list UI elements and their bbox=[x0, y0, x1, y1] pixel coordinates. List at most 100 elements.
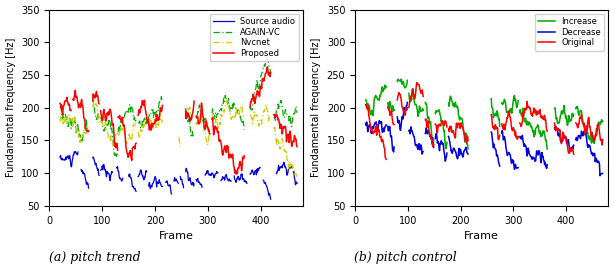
Original bbox=[370, 130, 378, 133]
AGAIN-VC bbox=[83, 117, 90, 120]
Increase bbox=[372, 94, 379, 97]
Y-axis label: Fundamental frequency [Hz]: Fundamental frequency [Hz] bbox=[6, 38, 15, 177]
Proposed bbox=[63, 98, 70, 101]
Source audio bbox=[68, 165, 76, 168]
Original bbox=[371, 128, 379, 131]
Increase bbox=[367, 113, 374, 116]
Source audio bbox=[60, 158, 67, 161]
Increase bbox=[383, 85, 390, 88]
Decrease bbox=[368, 125, 376, 128]
Increase bbox=[381, 83, 389, 87]
Source audio bbox=[69, 157, 76, 160]
Original bbox=[379, 140, 387, 143]
Nvcnet bbox=[56, 120, 64, 123]
Source audio bbox=[70, 153, 77, 157]
Proposed bbox=[66, 109, 74, 112]
Decrease bbox=[383, 123, 390, 126]
Source audio bbox=[61, 158, 69, 161]
Source audio bbox=[63, 158, 70, 161]
Proposed bbox=[56, 102, 64, 105]
Original bbox=[368, 126, 375, 130]
Increase bbox=[373, 96, 380, 99]
Source audio bbox=[57, 158, 64, 161]
Text: (a) pitch trend: (a) pitch trend bbox=[49, 251, 141, 264]
Decrease bbox=[377, 120, 384, 123]
Source audio bbox=[72, 150, 79, 153]
Increase bbox=[368, 111, 375, 114]
Original bbox=[365, 105, 372, 108]
Proposed bbox=[61, 102, 68, 106]
Original bbox=[362, 103, 370, 106]
Decrease bbox=[367, 130, 375, 133]
Nvcnet bbox=[60, 122, 67, 125]
Increase bbox=[375, 98, 382, 101]
Decrease bbox=[382, 125, 389, 128]
Proposed bbox=[68, 109, 75, 112]
Original bbox=[379, 138, 386, 141]
Source audio bbox=[64, 155, 71, 158]
Source audio bbox=[68, 165, 75, 168]
Proposed bbox=[64, 101, 72, 104]
Decrease bbox=[374, 128, 381, 131]
Original bbox=[362, 103, 369, 107]
Decrease bbox=[365, 124, 373, 128]
Y-axis label: Fundamental frequency [Hz]: Fundamental frequency [Hz] bbox=[311, 38, 321, 177]
Decrease bbox=[363, 124, 371, 127]
Decrease bbox=[377, 121, 384, 125]
Line: Nvcnet: Nvcnet bbox=[60, 115, 88, 143]
Original bbox=[376, 135, 384, 139]
Source audio bbox=[73, 152, 80, 155]
Decrease bbox=[381, 125, 389, 128]
Decrease bbox=[381, 130, 388, 133]
Increase bbox=[377, 92, 384, 96]
Increase bbox=[378, 89, 385, 92]
Proposed bbox=[61, 100, 69, 103]
Decrease bbox=[366, 123, 373, 126]
AGAIN-VC bbox=[84, 129, 91, 132]
AGAIN-VC bbox=[64, 125, 71, 128]
Nvcnet bbox=[68, 119, 75, 122]
Increase bbox=[363, 101, 370, 104]
Proposed bbox=[65, 103, 72, 107]
Source audio bbox=[72, 151, 80, 154]
Proposed bbox=[66, 104, 73, 107]
Source audio bbox=[58, 158, 65, 161]
Decrease bbox=[379, 128, 387, 131]
Line: Increase: Increase bbox=[365, 85, 386, 116]
Source audio bbox=[67, 161, 74, 164]
AGAIN-VC bbox=[68, 127, 75, 130]
Proposed bbox=[60, 104, 68, 107]
Decrease bbox=[365, 126, 372, 130]
Nvcnet bbox=[84, 132, 91, 135]
Source audio bbox=[61, 159, 68, 162]
Increase bbox=[364, 102, 371, 105]
Increase bbox=[363, 106, 371, 110]
Original bbox=[369, 130, 376, 133]
Increase bbox=[381, 86, 388, 89]
Original bbox=[373, 124, 381, 127]
Source audio bbox=[69, 153, 77, 157]
AGAIN-VC bbox=[62, 115, 69, 118]
Legend: Increase, Decrease, Original: Increase, Decrease, Original bbox=[535, 14, 604, 51]
Increase bbox=[378, 85, 386, 88]
Original bbox=[373, 134, 381, 137]
Original bbox=[370, 132, 377, 135]
Source audio bbox=[60, 158, 68, 161]
Decrease bbox=[369, 125, 376, 128]
Increase bbox=[374, 98, 381, 101]
Decrease bbox=[375, 121, 383, 125]
Original bbox=[381, 146, 388, 149]
Nvcnet bbox=[65, 113, 72, 116]
Source audio bbox=[72, 152, 80, 155]
Source audio bbox=[65, 157, 72, 160]
Original bbox=[381, 147, 388, 150]
AGAIN-VC bbox=[57, 105, 64, 109]
Original bbox=[383, 158, 390, 161]
Nvcnet bbox=[85, 128, 92, 131]
Increase bbox=[369, 110, 376, 114]
Source audio bbox=[61, 158, 68, 161]
Increase bbox=[365, 107, 373, 110]
Decrease bbox=[375, 124, 382, 127]
Decrease bbox=[362, 124, 370, 127]
Increase bbox=[382, 86, 389, 89]
